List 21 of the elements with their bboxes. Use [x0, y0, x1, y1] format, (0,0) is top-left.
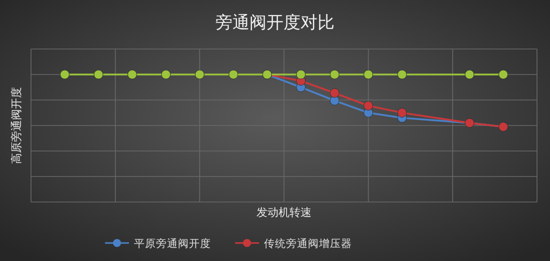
point: [330, 70, 340, 80]
point: [498, 70, 508, 80]
point: [296, 70, 306, 80]
point: [94, 70, 104, 80]
chart-title: 旁通阀开度对比: [216, 13, 334, 33]
point: [60, 70, 70, 80]
legend-label: 平原旁通阀开度: [134, 237, 211, 250]
point: [127, 70, 137, 80]
point: [330, 88, 340, 98]
y-axis-title: 高原旁通阀开度: [10, 87, 23, 164]
point: [228, 70, 238, 80]
point: [364, 70, 374, 80]
point: [194, 70, 204, 80]
point: [364, 100, 374, 110]
point: [464, 70, 474, 80]
point: [397, 70, 407, 80]
x-axis-title: 发动机转速: [256, 206, 312, 219]
point: [397, 108, 407, 118]
legend-label: 传统旁通阀增压器: [264, 237, 352, 250]
point: [330, 96, 340, 106]
point: [161, 70, 171, 80]
